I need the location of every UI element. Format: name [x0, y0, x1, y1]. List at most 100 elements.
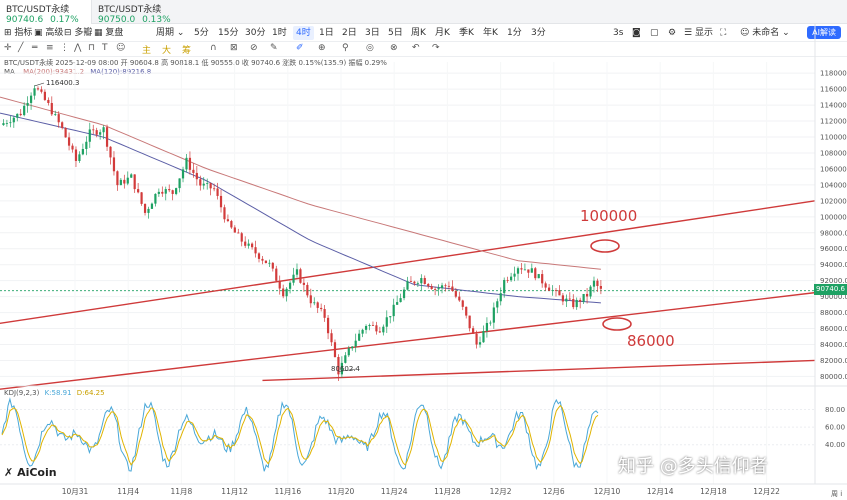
candle-body [558, 290, 561, 296]
pin-icon[interactable]: ⚲ [342, 43, 349, 53]
candle-body [444, 285, 447, 287]
line-tool-icon[interactable]: ╱ [18, 43, 24, 53]
period-week[interactable]: 周K [411, 28, 426, 38]
period-5m[interactable]: 5分 [194, 28, 209, 38]
kdj-k-line [1, 397, 599, 472]
candle-body [561, 295, 565, 302]
settings-icon[interactable]: ⚙ [668, 28, 677, 38]
candle-body [164, 189, 167, 194]
candle-body [378, 331, 381, 333]
hline-tool-icon[interactable]: ═ [32, 43, 38, 53]
period-quarter[interactable]: 季K [459, 28, 474, 38]
candle-body [389, 316, 392, 318]
candle-body [382, 326, 385, 333]
candle-body [492, 307, 495, 323]
template-dropdown[interactable]: ☺ 未命名 ⌄ [740, 28, 790, 38]
candle-body [57, 114, 60, 123]
period-year[interactable]: 年K [483, 28, 498, 38]
text-tool-icon[interactable]: T [102, 43, 108, 53]
candle-body [347, 348, 350, 356]
pattern-tool-icon[interactable]: ⋀ [74, 43, 82, 53]
lock-icon[interactable]: ⊠ [230, 43, 238, 53]
link-icon[interactable]: ⊘ [250, 43, 258, 53]
candle-body [143, 203, 147, 213]
candle-body [499, 293, 502, 302]
period-3d[interactable]: 3日 [365, 28, 380, 38]
period-month[interactable]: 月K [435, 28, 450, 38]
main-force-button[interactable]: 主 [142, 46, 152, 56]
period-2d[interactable]: 2日 [342, 28, 357, 38]
y-tick-label: 96000.0 [820, 245, 847, 253]
candle-body [268, 262, 271, 264]
candle-body [530, 268, 533, 273]
y-tick-label: 94000.0 [820, 261, 847, 269]
indicator-button[interactable]: ⊞ 指标 [4, 28, 33, 38]
candle-body [61, 122, 64, 128]
cursor-icon[interactable]: ✛ [4, 43, 12, 53]
candle-body [582, 293, 585, 302]
redo-icon[interactable]: ↷ [432, 43, 440, 53]
fullscreen-icon[interactable]: ⛶ [720, 28, 727, 38]
candle-body [503, 279, 506, 294]
candle-body [447, 285, 451, 287]
candle-body [340, 362, 343, 375]
measure-tool-icon[interactable]: ⊓ [88, 43, 96, 53]
period-4h[interactable]: 4时 [293, 26, 314, 40]
brush-icon[interactable]: ✐ [296, 43, 304, 53]
visibility-icon[interactable]: ◎ [366, 43, 374, 53]
candle-body [440, 285, 444, 288]
y-tick-label: 112000.0 [820, 118, 847, 126]
big-order-button[interactable]: 大 [162, 46, 172, 56]
ma120-value: MA(120):89216.8 [90, 68, 152, 76]
candle-body [295, 269, 299, 275]
candle-body [50, 103, 53, 115]
camera-icon[interactable]: ◙ [632, 28, 641, 38]
period-1d[interactable]: 1日 [319, 28, 334, 38]
kdj-d-line [1, 404, 599, 466]
tab-btcusdt-perp-2[interactable]: BTC/USDT永续 90750.0 0.13% [92, 0, 184, 25]
symbol-tabs-bar: BTC/USDT永续 90740.6 0.17% BTC/USDT永续 9075… [0, 0, 847, 25]
chips-button[interactable]: 筹 [182, 46, 192, 56]
hide-icon[interactable]: ⊗ [390, 43, 398, 53]
refresh-interval[interactable]: 3s [613, 28, 624, 38]
candle-body [596, 280, 599, 287]
candle-body [2, 123, 5, 126]
pen-icon[interactable]: ✎ [270, 43, 278, 53]
ai-interpret-button[interactable]: AI解读 [807, 26, 841, 39]
period-3m[interactable]: 3分 [531, 28, 546, 38]
display-button[interactable]: ☰ 显示 [684, 28, 713, 38]
undo-icon[interactable]: ↶ [412, 43, 420, 53]
zoom-icon[interactable]: ⊕ [318, 43, 326, 53]
candle-body [358, 333, 361, 341]
multi-chart-button[interactable]: ⊟ 多瓣 [64, 28, 93, 38]
fib-tool-icon[interactable]: ⋮ [60, 43, 69, 53]
tab-btcusdt-perp-1[interactable]: BTC/USDT永续 90740.6 0.17% [0, 0, 92, 25]
advanced-button[interactable]: ▣ 高级 [34, 28, 64, 38]
candle-body [64, 127, 67, 138]
period-1m[interactable]: 1分 [507, 28, 522, 38]
candle-body [264, 260, 268, 264]
candle-body [226, 219, 230, 222]
period-1h[interactable]: 1时 [272, 28, 287, 38]
candle-body [147, 208, 150, 213]
channel-tool-icon[interactable]: ≡ [46, 43, 54, 53]
candle-body [309, 295, 312, 304]
emoji-tool-icon[interactable]: ☺ [116, 43, 126, 53]
x-tick-label: 12月6 [543, 487, 565, 496]
candle-body [74, 149, 78, 161]
save-icon[interactable]: ▢ [650, 28, 659, 38]
candle-body [306, 284, 309, 296]
magnet-icon[interactable]: ∩ [210, 43, 217, 53]
period-15m[interactable]: 15分 [218, 28, 239, 38]
candle-body [16, 113, 19, 118]
period-30m[interactable]: 30分 [245, 28, 266, 38]
period-dropdown[interactable]: 周期 ⌄ [156, 28, 185, 38]
period-5d[interactable]: 5日 [388, 28, 403, 38]
candle-body [406, 281, 409, 290]
candle-body [26, 102, 29, 106]
replay-button[interactable]: ▦ 复盘 [94, 28, 124, 38]
current-price-tag: 90740.6 [814, 284, 847, 295]
y-tick-label: 104000.0 [820, 181, 847, 189]
candle-body [192, 169, 195, 173]
